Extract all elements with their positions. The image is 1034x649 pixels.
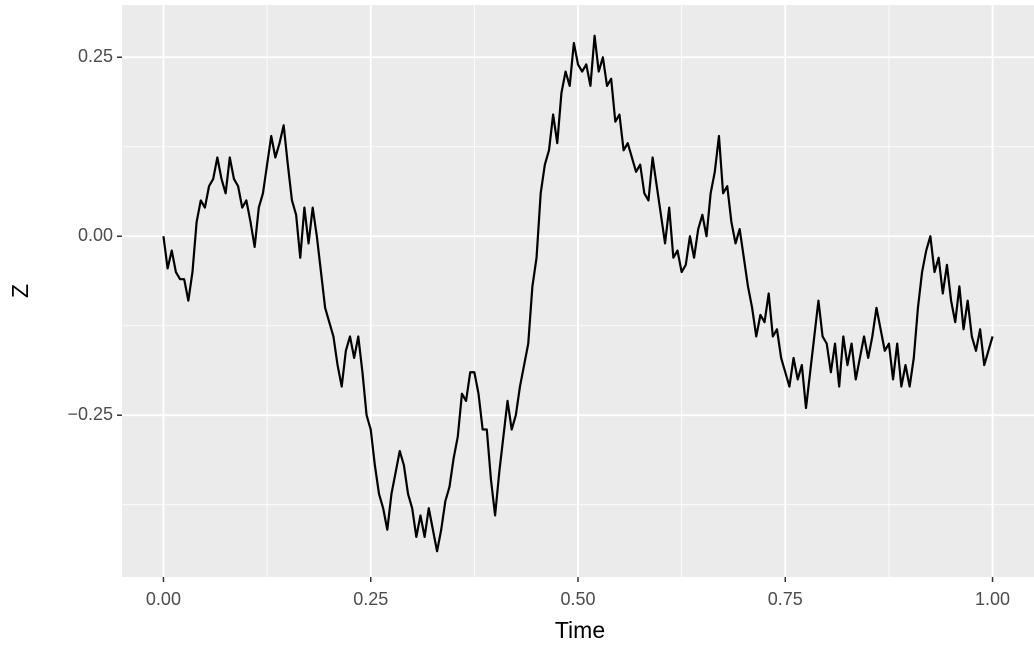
x-tick-label: 0.25 bbox=[353, 589, 388, 609]
y-tick-label: −0.25 bbox=[67, 404, 113, 424]
data-line bbox=[162, 34, 994, 553]
y-tick-label: 0.25 bbox=[78, 46, 113, 66]
x-tick-label: 0.75 bbox=[768, 589, 803, 609]
x-tick-label: 0.00 bbox=[146, 589, 181, 609]
x-tick-label: 0.50 bbox=[560, 589, 595, 609]
y-axis-title: Z bbox=[7, 284, 33, 298]
x-tick-label: 1.00 bbox=[975, 589, 1010, 609]
x-axis-title: Time bbox=[555, 617, 605, 643]
y-tick-label: 0.00 bbox=[78, 225, 113, 245]
